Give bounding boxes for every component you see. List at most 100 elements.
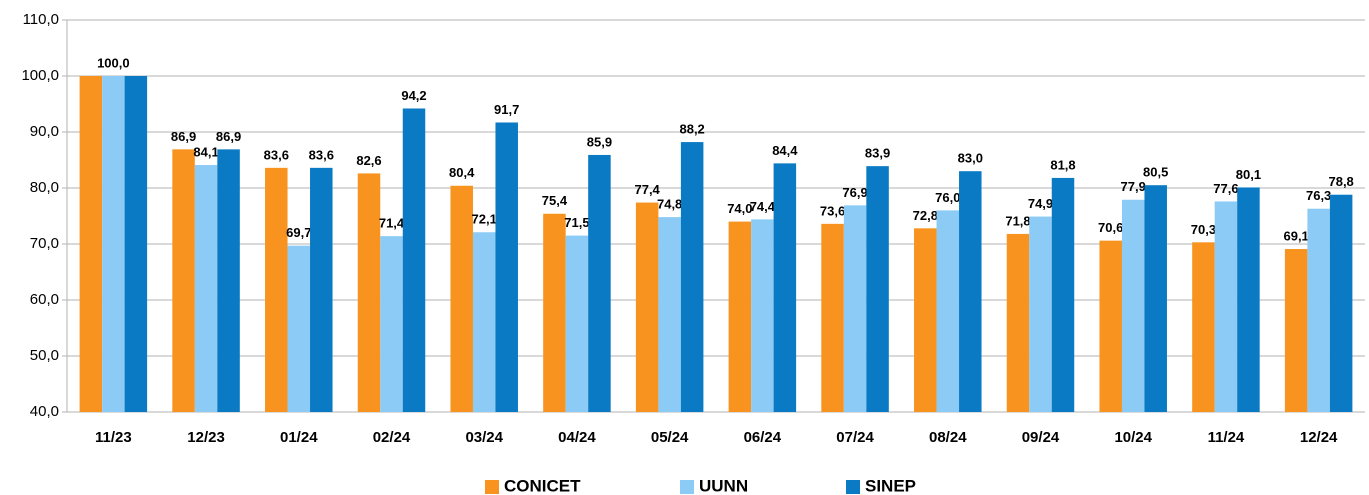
x-tick-label: 08/24 <box>929 429 967 446</box>
y-tick-label: 100,0 <box>21 67 59 84</box>
bar <box>1237 187 1260 412</box>
bar <box>635 202 659 412</box>
bar <box>217 149 240 413</box>
bar <box>380 236 403 412</box>
bar <box>124 76 148 412</box>
value-label: 76,0 <box>935 190 960 205</box>
value-label: 94,2 <box>401 88 426 103</box>
bar <box>821 223 844 412</box>
bar <box>1214 201 1238 412</box>
legend-swatch <box>680 480 694 494</box>
bar <box>914 228 937 412</box>
value-label: 77,9 <box>1121 179 1146 194</box>
value-label: 84,4 <box>772 143 798 158</box>
y-tick-label: 70,0 <box>30 235 59 252</box>
bar <box>658 217 681 412</box>
x-tick-label: 01/24 <box>280 429 318 446</box>
x-tick-label: 11/23 <box>95 429 132 446</box>
y-tick-label: 80,0 <box>30 179 59 196</box>
value-label: 82,6 <box>356 153 381 168</box>
y-tick-label: 110,0 <box>23 11 59 28</box>
bar <box>1284 249 1308 412</box>
bar <box>1192 242 1215 412</box>
value-label: 74,4 <box>750 199 776 214</box>
bar <box>1051 177 1075 412</box>
value-label: 74,8 <box>657 197 682 212</box>
legend-swatch <box>846 480 860 494</box>
x-tick-label: 12/23 <box>187 429 225 446</box>
value-label: 83,0 <box>958 151 983 166</box>
x-tick-label: 10/24 <box>1114 429 1152 446</box>
value-label: 81,8 <box>1050 157 1075 172</box>
x-tick-label: 11/24 <box>1208 429 1245 446</box>
value-label: 85,9 <box>587 134 612 149</box>
bar <box>402 108 426 412</box>
legend-swatch <box>485 480 499 494</box>
legend-label: SINEP <box>865 476 916 495</box>
bar <box>357 173 381 412</box>
bar <box>1006 233 1030 412</box>
value-label: 72,8 <box>913 208 938 223</box>
bar <box>843 205 867 412</box>
bar <box>1329 194 1353 412</box>
x-tick-label: 02/24 <box>373 429 411 446</box>
bar <box>1307 208 1330 412</box>
y-tick-label: 50,0 <box>30 347 59 364</box>
value-label: 77,6 <box>1213 181 1238 196</box>
value-label: 86,9 <box>171 129 196 144</box>
bar <box>936 210 960 412</box>
bar <box>287 245 311 412</box>
value-label: 77,4 <box>634 182 660 197</box>
x-tick-label: 03/24 <box>465 429 503 446</box>
value-label: 84,1 <box>193 144 218 159</box>
value-label: 76,9 <box>842 185 867 200</box>
value-label: 70,3 <box>1191 222 1216 237</box>
bar <box>773 163 797 412</box>
bar <box>680 142 704 412</box>
value-label: 72,1 <box>472 212 497 227</box>
x-tick-label: 05/24 <box>651 429 689 446</box>
legend-label: CONICET <box>504 476 581 495</box>
value-label: 86,9 <box>216 129 241 144</box>
bar <box>866 166 889 412</box>
value-label: 69,7 <box>286 225 311 240</box>
value-label: 80,5 <box>1143 165 1168 180</box>
bar <box>1144 185 1167 412</box>
value-label: 78,8 <box>1328 174 1353 189</box>
value-label: 75,4 <box>542 193 568 208</box>
value-label: 71,4 <box>379 216 405 231</box>
value-label: 71,8 <box>1005 213 1030 228</box>
value-label: 80,4 <box>449 165 475 180</box>
value-label: 100,0 <box>97 55 130 70</box>
bar <box>543 213 566 412</box>
value-label: 91,7 <box>494 102 519 117</box>
value-label: 76,3 <box>1306 188 1331 203</box>
bar <box>310 167 333 412</box>
value-label: 74,0 <box>727 201 752 216</box>
bar <box>495 122 518 412</box>
bar <box>1029 216 1052 412</box>
bar <box>194 165 218 412</box>
x-tick-label: 04/24 <box>558 429 596 446</box>
bar <box>728 221 752 412</box>
x-tick-label: 09/24 <box>1022 429 1060 446</box>
y-tick-label: 40,0 <box>30 403 59 420</box>
bar <box>172 149 195 413</box>
value-label: 74,9 <box>1028 196 1053 211</box>
y-tick-label: 60,0 <box>30 291 59 308</box>
bar <box>588 154 611 412</box>
bar <box>472 232 496 412</box>
value-label: 88,2 <box>679 122 704 137</box>
bar <box>1099 240 1122 412</box>
bar <box>751 219 774 412</box>
x-tick-label: 06/24 <box>744 429 782 446</box>
value-label: 83,6 <box>309 147 334 162</box>
value-label: 69,1 <box>1283 228 1308 243</box>
x-tick-label: 12/24 <box>1300 429 1338 446</box>
value-label: 73,6 <box>820 203 845 218</box>
bar <box>959 171 982 412</box>
value-label: 71,5 <box>564 215 589 230</box>
bar <box>450 185 473 412</box>
y-tick-label: 90,0 <box>30 123 59 140</box>
